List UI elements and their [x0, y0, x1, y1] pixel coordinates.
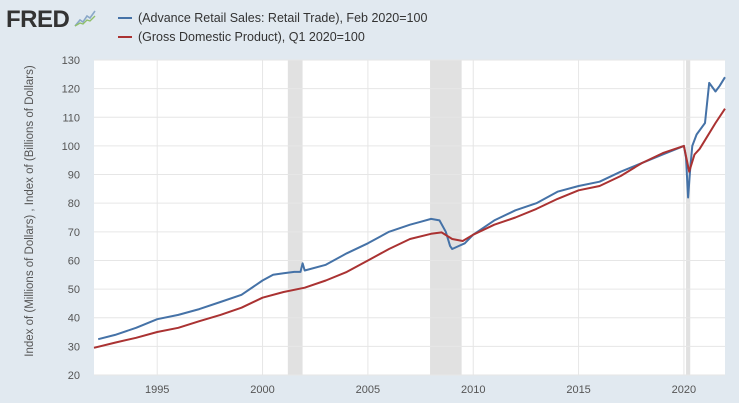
- x-tick-label: 2000: [250, 384, 274, 396]
- x-tick-labels: 1995 2000 2005 2010 2015 2020: [145, 384, 696, 396]
- fred-chart-icon: [73, 7, 98, 33]
- y-tick-label: 50: [68, 284, 80, 296]
- y-tick-label: 100: [62, 141, 80, 153]
- header: FRED (Advance Retail Sales: Retail Trade…: [0, 0, 739, 50]
- x-tick-label: 2020: [672, 384, 696, 396]
- x-tick-label: 2010: [461, 384, 485, 396]
- y-tick-label: 110: [62, 112, 80, 124]
- y-tick-label: 80: [68, 198, 80, 210]
- fred-logo[interactable]: FRED: [6, 6, 98, 34]
- y-tick-label: 90: [68, 170, 80, 182]
- x-tick-label: 2015: [566, 384, 590, 396]
- y-tick-label: 70: [68, 227, 80, 239]
- y-tick-labels: 20 30 40 50 60 70 80 90 100 110 120 130: [62, 55, 80, 382]
- x-tick-label: 2005: [356, 384, 380, 396]
- recession-band: [686, 60, 691, 375]
- recession-shading: [287, 60, 691, 375]
- recession-band: [287, 60, 303, 375]
- y-tick-label: 120: [62, 84, 80, 96]
- gridlines: [94, 59, 725, 376]
- plot-background: [94, 60, 725, 375]
- legend-label-gdp: (Gross Domestic Product), Q1 2020=100: [138, 29, 365, 44]
- y-tick-label: 30: [68, 341, 80, 353]
- series-line-retail-sales: [97, 76, 726, 341]
- x-tick-label: 1995: [145, 384, 169, 396]
- plot-area: [94, 60, 725, 375]
- y-tick-label: 60: [68, 255, 80, 267]
- legend-item-gdp[interactable]: (Gross Domestic Product), Q1 2020=100: [118, 27, 427, 46]
- legend-swatch-retail-sales: [118, 16, 132, 19]
- legend-item-retail-sales[interactable]: (Advance Retail Sales: Retail Trade), Fe…: [118, 8, 427, 27]
- legend-swatch-gdp: [118, 35, 132, 38]
- legend-label-retail-sales: (Advance Retail Sales: Retail Trade), Fe…: [138, 10, 428, 25]
- logo-text: FRED: [6, 6, 70, 33]
- y-tick-label: 20: [68, 370, 80, 382]
- series-lines: [93, 76, 726, 349]
- recession-band: [430, 60, 462, 375]
- legend: (Advance Retail Sales: Retail Trade), Fe…: [118, 8, 427, 46]
- y-tick-label: 130: [62, 55, 80, 67]
- series-line-gdp: [93, 108, 726, 349]
- y-tick-label: 40: [68, 313, 80, 325]
